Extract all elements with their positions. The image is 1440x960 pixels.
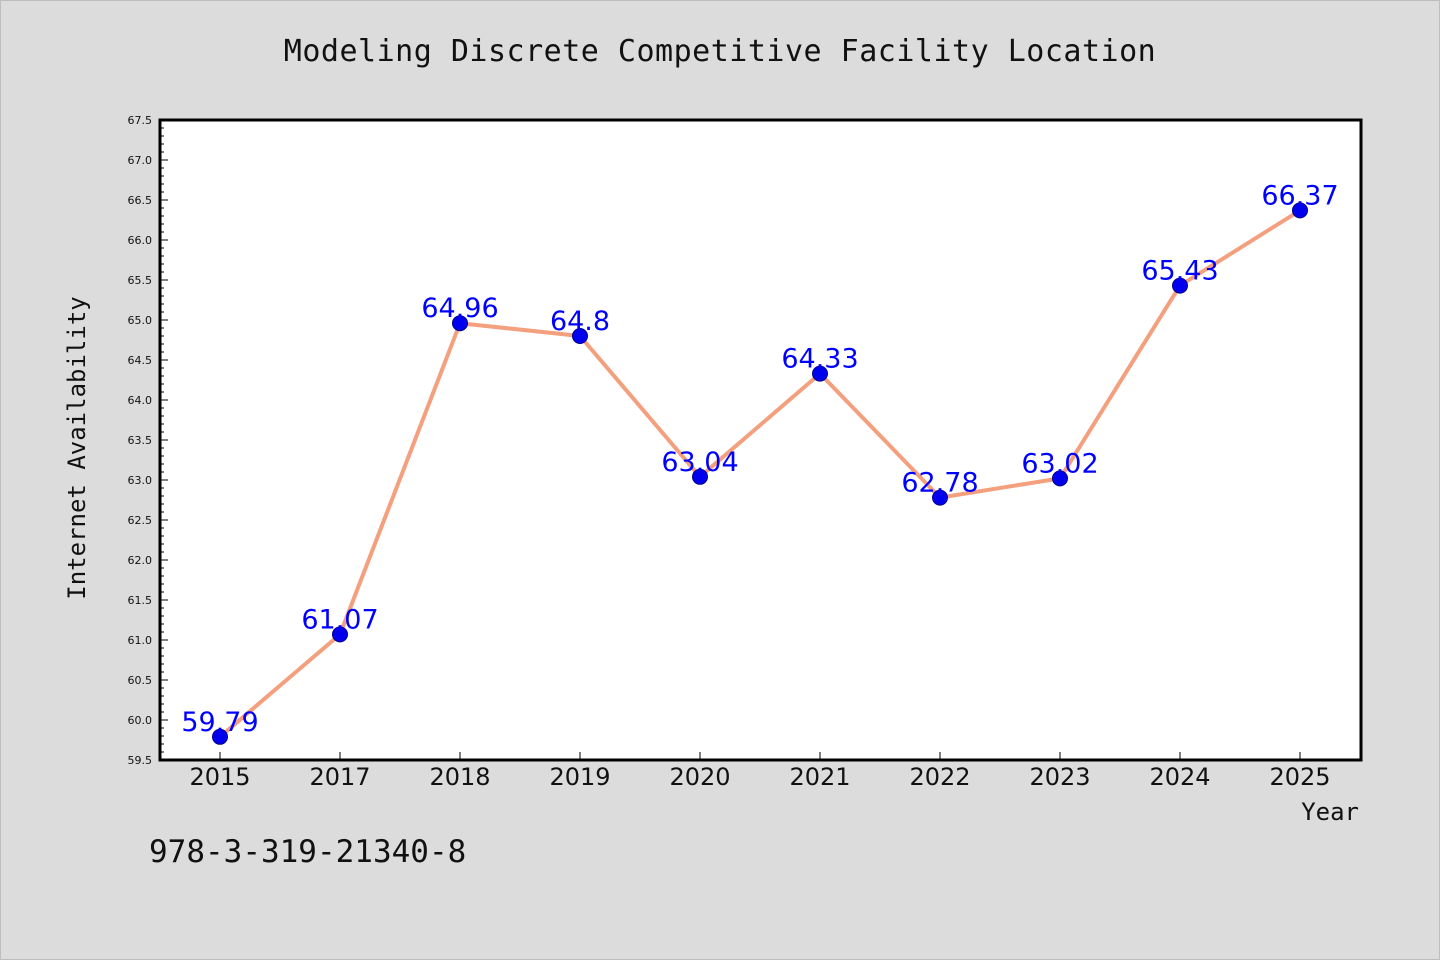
data-label: 61.07 [301, 604, 378, 635]
data-point-marker [212, 728, 228, 745]
data-point-marker [1292, 202, 1308, 219]
y-tick-label: 60.0 [128, 714, 153, 727]
data-point-marker [1052, 470, 1068, 487]
x-tick-label: 2025 [1269, 763, 1330, 791]
y-tick-label: 64.0 [128, 394, 153, 407]
y-tick-label: 66.5 [128, 194, 153, 207]
y-tick-label: 63.0 [128, 474, 153, 487]
y-tick-label: 59.5 [128, 754, 153, 767]
x-tick-label: 2023 [1029, 763, 1090, 791]
data-point-marker [572, 328, 588, 344]
isbn-text: 978-3-319-21340-8 [149, 834, 467, 870]
y-axis-ticks: 59.5 60.0 60.5 61.0 61.5 62.0 62.5 63.0 63.5 64.0… [128, 114, 168, 767]
plot-border [158, 118, 1363, 762]
data-point-marker [932, 489, 948, 506]
data-labels: 59.79 61.07 64.96 64.8 63.04 64.33 62.78 63.02 6… [181, 180, 1338, 737]
data-label: 64.33 [781, 344, 858, 375]
data-label: 65.43 [1141, 256, 1218, 287]
data-label: 59.79 [181, 707, 258, 738]
y-tick-label: 66.0 [128, 234, 153, 247]
plot-area [160, 120, 1361, 760]
y-tick-label: 65.0 [128, 314, 153, 327]
chart-title: Modeling Discrete Competitive Facility L… [283, 34, 1157, 69]
x-tick-label: 2018 [429, 763, 490, 791]
x-tick-label: 2022 [909, 763, 970, 791]
x-tick-label: 2019 [549, 763, 610, 791]
x-tick-label: 2021 [789, 763, 850, 791]
x-axis-label: Year [1301, 798, 1359, 826]
y-tick-label: 63.5 [128, 434, 153, 447]
data-point-marker [1172, 277, 1188, 294]
y-tick-label: 61.0 [128, 634, 153, 647]
y-tick-label: 61.5 [128, 594, 153, 607]
y-tick-label: 62.0 [128, 554, 153, 567]
y-tick-label: 67.0 [128, 154, 153, 167]
data-point-marker [812, 365, 828, 382]
data-label: 62.78 [901, 468, 978, 499]
y-tick-label: 64.5 [128, 354, 153, 367]
data-label: 63.04 [661, 447, 738, 478]
y-axis-label: Internet Availability [63, 296, 91, 599]
y-tick-label: 67.5 [128, 114, 153, 127]
data-label: 66.37 [1261, 180, 1338, 211]
x-tick-label: 2020 [669, 763, 730, 791]
x-tick-label: 2017 [309, 763, 370, 791]
x-tick-label: 2015 [189, 763, 250, 791]
x-axis-ticks: 2015 2017 2018 2019 2020 2021 2022 2023 2024 2025 [189, 752, 1331, 791]
data-point-marker [332, 626, 348, 643]
data-point-marker [452, 315, 468, 332]
y-tick-label: 62.5 [128, 514, 153, 527]
x-tick-label: 2024 [1149, 763, 1210, 791]
data-label: 63.02 [1021, 448, 1098, 479]
y-tick-label: 60.5 [128, 674, 153, 687]
data-label: 64.8 [550, 306, 610, 337]
y-tick-label: 65.5 [128, 274, 153, 287]
data-label: 64.96 [421, 293, 498, 324]
series-markers [212, 202, 1308, 745]
series-line [218, 208, 1302, 739]
data-point-marker [692, 468, 708, 485]
